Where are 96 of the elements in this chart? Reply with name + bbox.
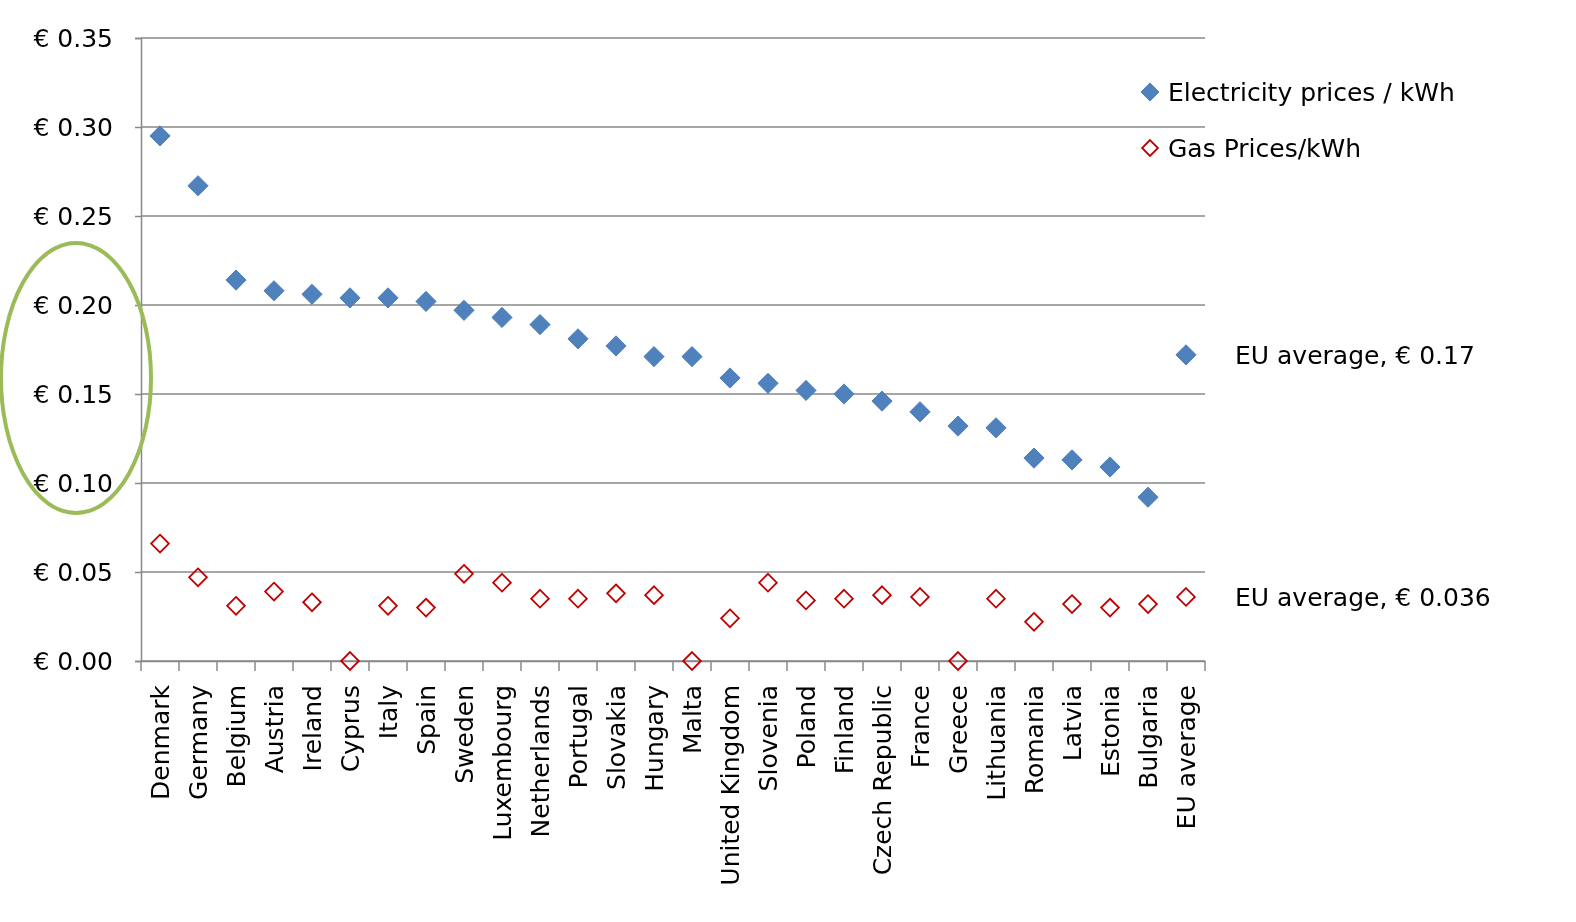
point [986, 588, 1006, 609]
x-tick-label: Greece [943, 685, 973, 774]
point [757, 372, 779, 394]
point [378, 596, 398, 616]
point [340, 651, 360, 671]
point [454, 564, 474, 584]
point [492, 572, 512, 593]
x-tick-label: Portugal [563, 685, 593, 789]
point [1061, 449, 1083, 471]
point [416, 597, 436, 618]
point [871, 390, 893, 412]
point [301, 283, 323, 305]
point [530, 588, 550, 609]
x-tick-label: Luxembourg [487, 685, 517, 841]
x-tick-label: Austria [259, 685, 289, 774]
point [529, 313, 551, 336]
point [1137, 486, 1159, 508]
x-tick-label: Sweden [449, 685, 479, 784]
point [720, 608, 740, 629]
x-tick-label: Latvia [1057, 685, 1087, 762]
point [567, 328, 589, 350]
y-tick-label: € 0.35 [33, 23, 113, 53]
point [606, 583, 626, 604]
point [1176, 587, 1196, 607]
x-tick-label: France [905, 685, 935, 769]
point [605, 335, 627, 357]
point [377, 287, 399, 309]
point [1024, 612, 1044, 632]
point [1062, 594, 1082, 614]
point [644, 585, 664, 605]
y-tick-label: € 0.25 [33, 201, 113, 231]
point [1023, 447, 1045, 469]
point [1099, 456, 1121, 478]
x-tick-label: Hungary [639, 684, 669, 792]
point [187, 175, 209, 197]
x-tick-label: Malta [677, 685, 707, 754]
point [947, 415, 969, 437]
point [719, 367, 741, 389]
y-tick-label: € 0.00 [33, 646, 113, 676]
x-tick-label: Lithuania [981, 685, 1011, 801]
annotation: EU average, € 0.17 [1235, 340, 1475, 370]
x-tick-label: Estonia [1095, 685, 1125, 778]
x-tick-label: Slovenia [753, 685, 783, 792]
x-tick-label: Denmark [145, 684, 175, 800]
point [1100, 597, 1120, 618]
point [795, 379, 817, 402]
x-tick-label: Slovakia [601, 685, 631, 790]
point [985, 417, 1007, 439]
point [188, 567, 208, 588]
point [643, 346, 665, 368]
point [150, 533, 170, 554]
x-tick-label: Romania [1019, 685, 1049, 795]
x-tick-label: Italy [373, 684, 403, 740]
y-tick-label: € 0.10 [33, 468, 113, 498]
point [302, 592, 322, 613]
point [264, 581, 284, 602]
x-tick-label: Bulgaria [1133, 685, 1163, 789]
y-tick-label: € 0.30 [33, 112, 113, 142]
x-tick-label: United Kingdom [715, 685, 745, 886]
y-tick-label: € 0.15 [33, 379, 113, 409]
point [1175, 344, 1197, 366]
x-tick-label: EU average [1171, 685, 1201, 830]
point [149, 125, 171, 147]
x-tick-label: Poland [791, 685, 821, 769]
point [226, 596, 246, 616]
annotation: EU average, € 0.036 [1235, 582, 1491, 612]
x-tick-label: Germany [183, 684, 213, 800]
point [453, 299, 475, 321]
x-tick-label: Belgium [221, 685, 251, 788]
point [415, 290, 437, 313]
point [225, 269, 247, 291]
y-tick-label: € 0.05 [33, 557, 113, 587]
x-tick-label: Czech Republic [867, 685, 897, 876]
point [263, 280, 285, 302]
point [796, 590, 816, 611]
x-tick-label: Finland [829, 685, 859, 775]
legend-label: Gas Prices/kWh [1168, 133, 1362, 163]
point [1138, 594, 1158, 614]
x-tick-label: Ireland [297, 685, 327, 772]
point [833, 383, 855, 405]
point [909, 401, 931, 423]
point [681, 346, 703, 368]
point [758, 572, 778, 593]
point [491, 306, 513, 329]
point [568, 588, 588, 609]
x-tick-label: Netherlands [525, 685, 555, 838]
x-tick-label: Spain [411, 685, 441, 755]
point [948, 651, 968, 671]
point [910, 587, 930, 607]
point [872, 585, 892, 605]
y-tick-label: € 0.20 [33, 290, 113, 320]
x-tick-label: Cyprus [335, 685, 365, 773]
point [682, 651, 702, 671]
point [339, 287, 361, 309]
point [834, 588, 854, 609]
legend-label: Electricity prices / kWh [1168, 77, 1455, 107]
